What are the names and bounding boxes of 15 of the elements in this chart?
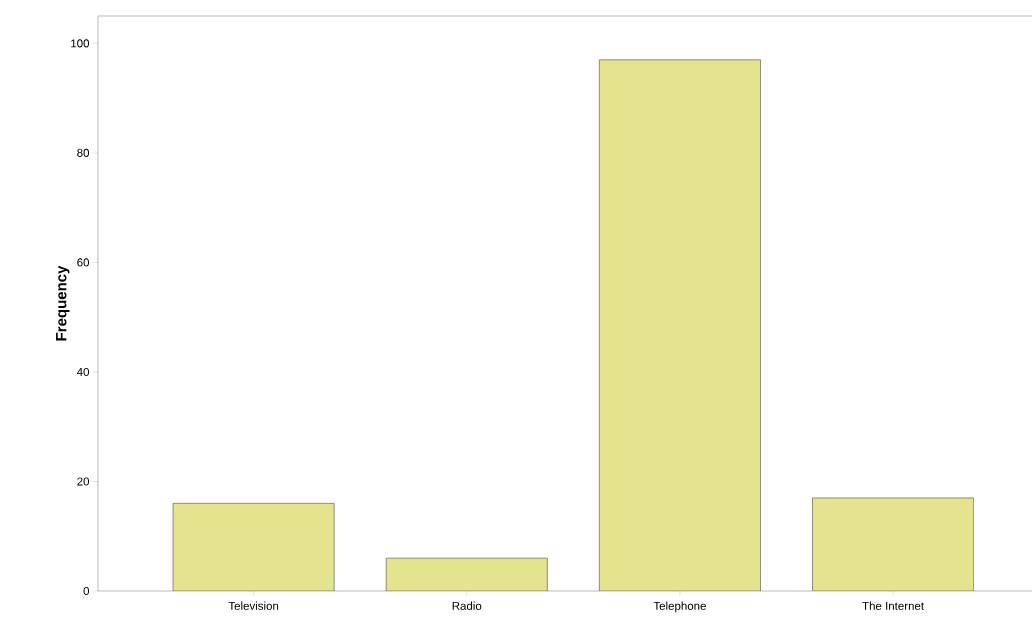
x-tick-label: Television (228, 601, 279, 610)
x-tick-label: Radio (452, 601, 482, 610)
bar (599, 59, 761, 591)
bar (386, 558, 548, 591)
y-axis-title: Frequency (56, 265, 70, 341)
y-tick-label: 20 (77, 477, 90, 486)
bar (812, 497, 974, 591)
bar (172, 503, 335, 591)
y-tick-label: 40 (76, 367, 90, 377)
y-tick-label: 60 (77, 258, 90, 267)
y-tick-label: 0 (83, 586, 90, 596)
x-tick-label: The Internet (862, 601, 924, 610)
y-tick-label: 80 (77, 148, 90, 157)
x-tick-label: Telephone (653, 601, 706, 613)
y-tick-label: 100 (71, 39, 90, 48)
